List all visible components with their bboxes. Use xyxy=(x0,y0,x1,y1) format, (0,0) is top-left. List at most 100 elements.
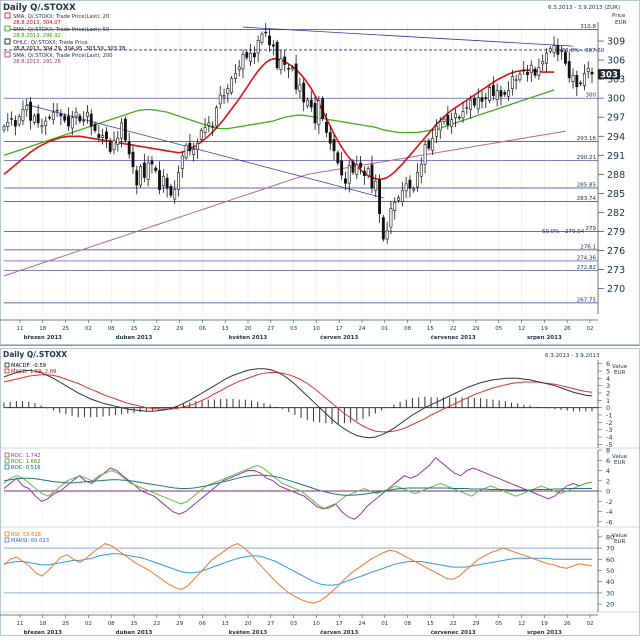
candle-body xyxy=(207,122,211,126)
indicator-x-tick-label: 02 xyxy=(587,621,594,627)
indicator-x-tick-label: 06 xyxy=(199,621,206,627)
candle-body xyxy=(21,109,25,121)
price-legend-swatch xyxy=(4,12,11,19)
candle-body xyxy=(548,48,552,52)
candle-body xyxy=(131,151,135,168)
level-label: 300 xyxy=(586,93,597,99)
roc-legend-text: ROC: 1.662 xyxy=(11,459,41,465)
rsi-legend-text: MARSI: 60.023 xyxy=(11,538,49,544)
indicator-x-tick-label: 22 xyxy=(450,621,457,627)
candle-body xyxy=(435,125,438,137)
indicator-x-tick-label: 24 xyxy=(359,621,366,627)
candle-body xyxy=(233,73,237,79)
price-x-tick-label: 02 xyxy=(85,326,92,332)
candle-body xyxy=(44,120,48,126)
candle-body xyxy=(499,90,503,97)
roc-ytick-label: -6 xyxy=(606,518,612,526)
macd-ytick-label: -3 xyxy=(606,426,612,434)
candle-body xyxy=(366,168,370,176)
rsi-ytick-label: 50 xyxy=(606,567,614,575)
roc-value-currency: EUR xyxy=(614,460,626,466)
candle-body xyxy=(495,90,499,100)
macd-ytick-label: 6 xyxy=(606,360,610,368)
roc-ytick-label: 4 xyxy=(606,467,610,475)
price-x-tick-label: 12 xyxy=(518,326,525,332)
candle-body xyxy=(188,142,192,152)
candle-body xyxy=(431,137,435,151)
macd-legend-text: MACDF: -0.59 xyxy=(11,363,46,369)
macd-ytick-label: -5 xyxy=(606,441,612,449)
candle-body xyxy=(400,190,404,202)
candle-body xyxy=(241,54,245,70)
candle-body xyxy=(230,78,234,93)
candle-body xyxy=(412,188,416,191)
candle-body xyxy=(59,113,63,117)
candle-body xyxy=(378,179,381,215)
level-label: 279 xyxy=(586,226,597,232)
macd-legend-swatch xyxy=(4,362,10,368)
candle-body xyxy=(146,162,150,180)
candle-body xyxy=(32,115,36,123)
candle-body xyxy=(336,152,340,164)
candle-body xyxy=(381,217,385,240)
level-label: 276.1 xyxy=(580,244,596,250)
rsi-value-currency: EUR xyxy=(614,539,626,545)
price-ytick-label: 288 xyxy=(607,170,625,181)
candle-body xyxy=(283,56,287,65)
candle-body xyxy=(355,164,359,175)
candle-body xyxy=(101,135,105,138)
macd-signal-line xyxy=(3,372,593,433)
fib-50-label: 50.0% - 279.04 xyxy=(542,229,585,235)
price-x-tick-label: 22 xyxy=(450,326,457,332)
candle-body xyxy=(419,163,423,177)
candle-body xyxy=(184,144,188,159)
price-ytick-label: 309 xyxy=(607,37,625,48)
level-label: 290.21 xyxy=(577,155,596,161)
candle-body xyxy=(139,166,142,186)
level-label: 310.8 xyxy=(580,24,596,30)
candle-body xyxy=(51,111,55,121)
price-x-tick-label: 20 xyxy=(245,326,252,332)
candle-body xyxy=(10,118,14,120)
price-x-tick-label: 19 xyxy=(541,326,548,332)
candle-body xyxy=(514,79,518,81)
price-legend-line2: 28.8.2013, 296.92 xyxy=(13,33,61,39)
indicator-month-label: srpen 2013 xyxy=(527,630,562,636)
candle-body xyxy=(116,137,120,145)
price-ytick-label: 303 xyxy=(607,75,625,86)
price-x-tick-label: 26 xyxy=(564,326,571,332)
candle-body xyxy=(215,107,218,127)
roc-ytick-label: -4 xyxy=(606,508,612,516)
price-legend-swatch xyxy=(4,25,11,32)
roc-legend-text: ROC: 1.742 xyxy=(11,453,41,459)
price-x-tick-label: 08 xyxy=(404,326,411,332)
candle-body xyxy=(306,99,309,107)
price-ytick-label: 300 xyxy=(607,94,625,105)
level-label: 274.36 xyxy=(577,255,597,261)
candle-body xyxy=(328,132,332,144)
rsi-ytick-label: 80 xyxy=(606,533,614,541)
candle-body xyxy=(313,102,317,124)
indicator-x-tick-label: 17 xyxy=(336,621,343,627)
rsi-legend-text: RSI: 53.618 xyxy=(11,532,41,538)
candle-body xyxy=(446,115,450,126)
price-ytick-label: 273 xyxy=(607,265,625,276)
level-label: 285.85 xyxy=(577,182,597,188)
candle-body xyxy=(13,120,17,127)
candle-body xyxy=(537,67,541,76)
price-x-tick-label: 02 xyxy=(587,326,594,332)
candle-body xyxy=(541,61,545,65)
candle-body xyxy=(290,67,294,70)
roc-legend-swatch xyxy=(4,464,10,470)
candle-body xyxy=(575,75,579,88)
candle-body xyxy=(332,139,336,152)
candle-body xyxy=(279,58,283,70)
candle-body xyxy=(89,113,93,127)
price-x-tick-label: 27 xyxy=(267,326,274,332)
indicator-x-tick-label: 29 xyxy=(176,621,183,627)
candle-body xyxy=(476,97,480,110)
macd-ytick-label: 2 xyxy=(606,390,610,398)
candle-body xyxy=(237,66,241,70)
candle-body xyxy=(321,98,325,119)
